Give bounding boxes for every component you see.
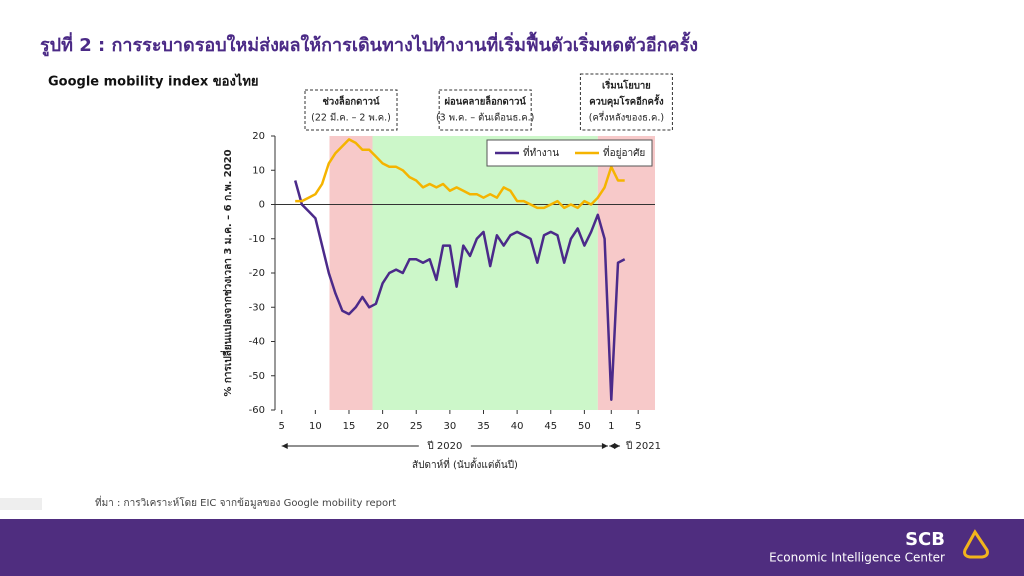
x-tick-label: 45 bbox=[544, 421, 557, 432]
arrow-head bbox=[281, 443, 288, 449]
x-tick-label: 20 bbox=[376, 421, 389, 432]
period-label: ปี 2020 bbox=[427, 440, 463, 452]
series-line bbox=[293, 180, 626, 401]
x-tick-label: 35 bbox=[477, 421, 490, 432]
series-line bbox=[295, 138, 625, 210]
decor bbox=[0, 498, 42, 510]
annotation-box bbox=[438, 89, 532, 131]
x-tick-label: 5 bbox=[279, 421, 285, 432]
annotation-text: (3 พ.ค. – ต้นเดือนธ.ค.) bbox=[436, 113, 534, 124]
annotation-text: ควบคุมโรคอีกครั้ง bbox=[589, 94, 664, 108]
slide-title: รูปที่ 2 : การระบาดรอบใหม่ส่งผลให้การเดิ… bbox=[40, 31, 698, 57]
annotation-text: (ครึ่งหลังของธ.ค.) bbox=[589, 111, 664, 124]
label-bg bbox=[418, 439, 471, 453]
shaded-region bbox=[372, 136, 598, 410]
arrow-head bbox=[601, 443, 608, 449]
x-tick-label: 50 bbox=[578, 421, 591, 432]
x-tick-label: 40 bbox=[511, 421, 524, 432]
annotation-text: (22 มี.ค. – 2 พ.ค.) bbox=[311, 112, 391, 124]
legend-label: ที่ทำงาน bbox=[523, 145, 559, 159]
annotation-box bbox=[579, 73, 673, 131]
y-tick-label: 20 bbox=[252, 131, 265, 142]
x-tick-label: 15 bbox=[343, 421, 356, 432]
shaded-region bbox=[329, 136, 373, 410]
period-label: ปี 2021 bbox=[625, 440, 661, 452]
arrow-head bbox=[609, 443, 616, 449]
brand: SCB bbox=[905, 529, 945, 550]
annotation-box bbox=[304, 89, 398, 131]
x-tick-label: 30 bbox=[444, 421, 457, 432]
y-tick-label: 0 bbox=[259, 200, 265, 211]
y-tick-label: -10 bbox=[249, 234, 265, 245]
y-tick-label: -30 bbox=[249, 302, 265, 313]
y-tick-label: -50 bbox=[249, 371, 265, 382]
y-tick-label: -20 bbox=[249, 268, 265, 279]
y-tick-label: 10 bbox=[252, 165, 265, 176]
x-tick-label: 1 bbox=[608, 421, 614, 432]
annotation-text: เริ่มนโยบาย bbox=[602, 78, 651, 92]
x-tick-label: 25 bbox=[410, 421, 423, 432]
x-axis-label: สัปดาห์ที่ (นับตั้งแต่ต้นปี) bbox=[412, 457, 518, 471]
footer-band bbox=[0, 519, 1024, 576]
annotation-text: ผ่อนคลายล็อกดาวน์ bbox=[444, 95, 526, 108]
y-axis-label: % การเปลี่ยนแปลงจากช่วงเวลา 3 ม.ค. – 6 ก… bbox=[220, 149, 234, 396]
x-tick-label: 10 bbox=[309, 421, 322, 432]
brand-unit: Economic Intelligence Center bbox=[769, 551, 945, 565]
y-tick-label: -40 bbox=[249, 337, 265, 348]
subtitle: Google mobility index ของไทย bbox=[48, 73, 259, 90]
source: ที่มา : การวิเคราะห์โดย EIC จากข้อมูลของ… bbox=[95, 495, 396, 509]
annotation-text: ช่วงล็อกดาวน์ bbox=[322, 95, 380, 108]
chart: ช่วงล็อกดาวน์ (22 มี.ค. – 2 พ.ค.) ผ่อนคลาย… bbox=[220, 73, 673, 471]
y-tick-label: -60 bbox=[249, 405, 265, 416]
legend-label: ที่อยู่อาศัย bbox=[603, 145, 645, 159]
x-tick-label: 5 bbox=[635, 421, 641, 432]
arrow-head bbox=[614, 443, 621, 449]
logo bbox=[963, 529, 989, 559]
